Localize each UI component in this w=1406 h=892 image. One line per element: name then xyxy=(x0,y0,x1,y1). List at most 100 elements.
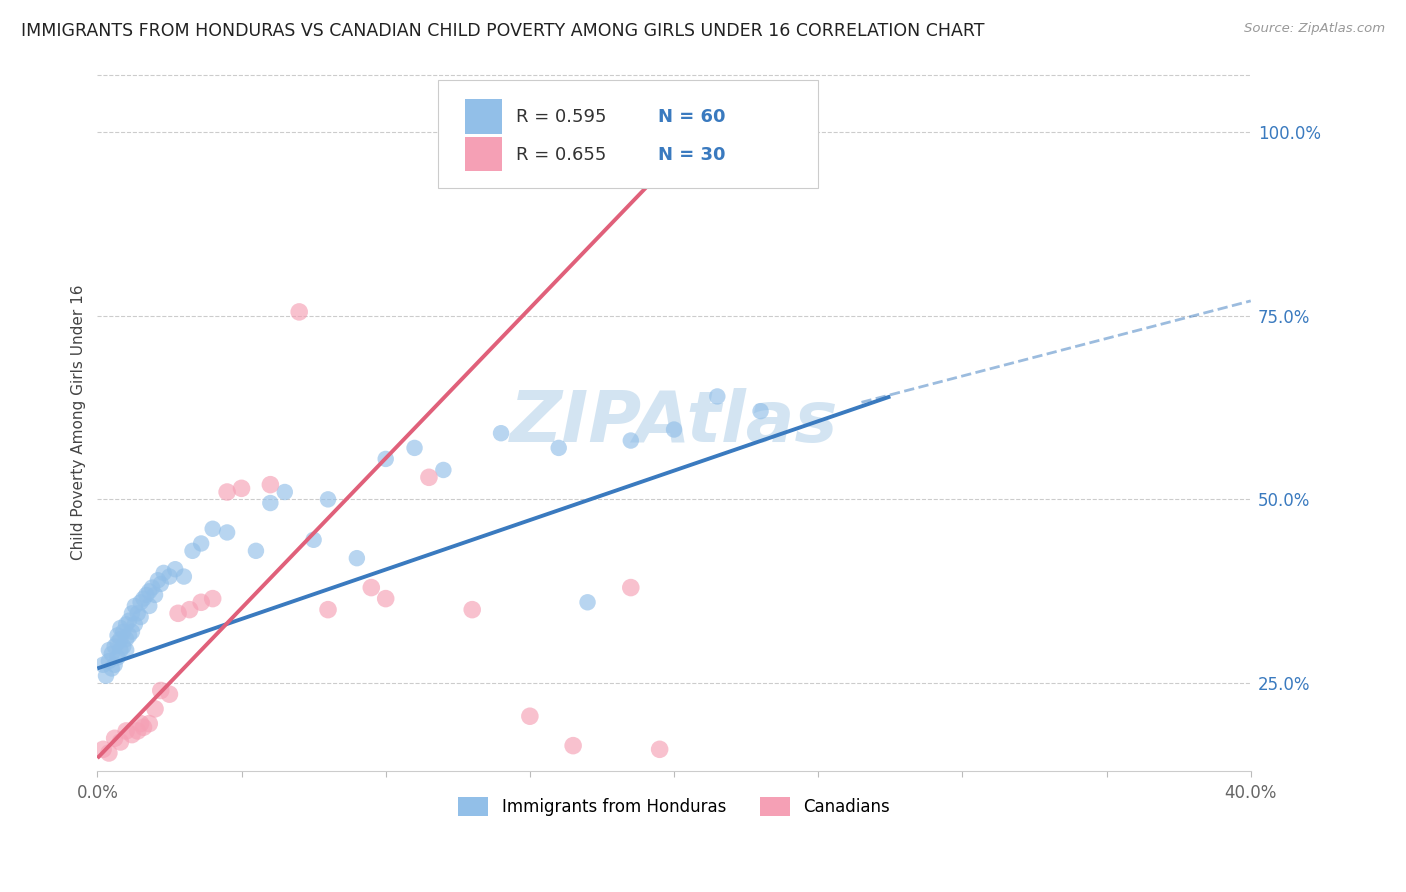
Text: R = 0.655: R = 0.655 xyxy=(516,145,606,164)
Point xyxy=(143,588,166,602)
Point xyxy=(662,423,685,437)
Point xyxy=(97,746,120,760)
FancyBboxPatch shape xyxy=(465,136,502,171)
Point xyxy=(104,731,127,746)
Point xyxy=(118,628,141,642)
Text: R = 0.595: R = 0.595 xyxy=(516,108,606,126)
Point xyxy=(121,624,143,639)
Point xyxy=(143,702,166,716)
Point xyxy=(129,595,152,609)
Point xyxy=(127,607,149,621)
Point xyxy=(288,305,311,319)
Point xyxy=(104,640,127,654)
Point xyxy=(316,492,339,507)
Y-axis label: Child Poverty Among Girls Under 16: Child Poverty Among Girls Under 16 xyxy=(72,285,86,560)
Point xyxy=(620,581,643,595)
Point xyxy=(91,657,114,672)
Point xyxy=(118,614,141,628)
Point xyxy=(648,742,671,756)
Point xyxy=(432,463,454,477)
Point xyxy=(124,617,146,632)
Point xyxy=(217,485,239,500)
Point xyxy=(124,599,146,613)
Point xyxy=(121,607,143,621)
Point xyxy=(115,632,138,646)
Point xyxy=(231,481,253,495)
Point xyxy=(749,404,772,418)
Point xyxy=(346,551,368,566)
Point xyxy=(181,544,204,558)
Point xyxy=(110,643,132,657)
Point xyxy=(418,470,440,484)
Point xyxy=(97,643,120,657)
Point xyxy=(138,584,160,599)
Point xyxy=(167,607,190,621)
Point xyxy=(110,735,132,749)
Point xyxy=(107,628,129,642)
Point xyxy=(190,536,212,550)
Point xyxy=(100,661,122,675)
Point xyxy=(374,591,396,606)
Point xyxy=(149,577,172,591)
Point xyxy=(190,595,212,609)
Point xyxy=(374,451,396,466)
Point xyxy=(104,657,127,672)
Point xyxy=(562,739,585,753)
Point xyxy=(141,581,163,595)
Point xyxy=(132,591,155,606)
Point xyxy=(316,602,339,616)
Point xyxy=(100,647,122,661)
Point xyxy=(107,636,129,650)
Point xyxy=(620,434,643,448)
Point xyxy=(91,742,114,756)
Point xyxy=(179,602,201,616)
Point xyxy=(138,716,160,731)
Point xyxy=(173,569,195,583)
Text: N = 60: N = 60 xyxy=(658,108,725,126)
Point xyxy=(547,441,569,455)
Point xyxy=(489,426,512,441)
Point xyxy=(576,595,599,609)
Point xyxy=(127,723,149,738)
Point xyxy=(129,610,152,624)
Point xyxy=(115,723,138,738)
Point xyxy=(259,477,281,491)
Point xyxy=(149,683,172,698)
Point xyxy=(274,485,297,500)
Point xyxy=(404,441,426,455)
Text: Source: ZipAtlas.com: Source: ZipAtlas.com xyxy=(1244,22,1385,36)
Point xyxy=(115,643,138,657)
Text: ZIPAtlas: ZIPAtlas xyxy=(510,388,838,457)
Point xyxy=(129,716,152,731)
Point xyxy=(135,588,157,602)
Point xyxy=(217,525,239,540)
Point xyxy=(152,566,174,580)
Point xyxy=(110,621,132,635)
Point xyxy=(461,602,484,616)
Point xyxy=(132,720,155,734)
Point xyxy=(159,569,181,583)
Point xyxy=(201,591,224,606)
Point xyxy=(360,581,382,595)
FancyBboxPatch shape xyxy=(465,99,502,134)
Point xyxy=(259,496,281,510)
Point xyxy=(706,389,728,403)
Point xyxy=(519,709,541,723)
Point xyxy=(112,640,135,654)
Point xyxy=(138,599,160,613)
Point xyxy=(97,654,120,668)
Point xyxy=(110,632,132,646)
FancyBboxPatch shape xyxy=(437,80,818,188)
Point xyxy=(107,650,129,665)
Point xyxy=(146,573,169,587)
Text: N = 30: N = 30 xyxy=(658,145,725,164)
Point xyxy=(165,562,187,576)
Point xyxy=(159,687,181,701)
Point xyxy=(94,669,117,683)
Point xyxy=(201,522,224,536)
Point xyxy=(112,624,135,639)
Legend: Immigrants from Honduras, Canadians: Immigrants from Honduras, Canadians xyxy=(450,789,898,824)
Point xyxy=(121,728,143,742)
Point xyxy=(245,544,267,558)
Point xyxy=(115,617,138,632)
